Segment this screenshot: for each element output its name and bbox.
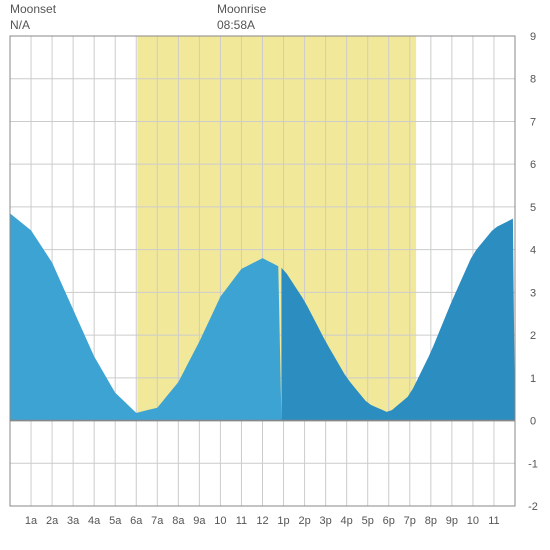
tide-chart: Moonset N/A Moonrise 08:58A -2-101234567… <box>0 0 550 550</box>
chart-svg: -2-101234567891a2a3a4a5a6a7a8a9a1011121p… <box>0 0 550 550</box>
y-tick-label: 8 <box>530 74 536 86</box>
y-tick-label: 6 <box>530 159 536 171</box>
x-tick-label: 2p <box>298 515 310 527</box>
x-tick-label: 9a <box>193 515 206 527</box>
x-tick-label: 9p <box>446 515 458 527</box>
y-tick-label: 3 <box>530 287 536 299</box>
x-tick-label: 3a <box>67 515 80 527</box>
x-tick-label: 2a <box>46 515 59 527</box>
moonrise-value: 08:58A <box>217 18 266 34</box>
x-tick-label: 4p <box>341 515 353 527</box>
y-tick-label: 0 <box>530 416 536 428</box>
y-tick-label: 1 <box>530 373 536 385</box>
x-tick-label: 7p <box>404 515 416 527</box>
moonset-label: Moonset <box>10 2 56 18</box>
x-tick-label: 1p <box>277 515 289 527</box>
y-tick-label: 9 <box>530 31 536 43</box>
x-tick-label: 10 <box>214 515 226 527</box>
y-tick-label: 4 <box>530 245 536 257</box>
y-tick-label: 5 <box>530 202 536 214</box>
y-tick-label: -2 <box>528 501 538 513</box>
x-tick-label: 5p <box>362 515 374 527</box>
x-tick-label: 11 <box>488 515 499 527</box>
x-tick-label: 12 <box>256 515 268 527</box>
x-tick-label: 5a <box>109 515 122 527</box>
x-tick-label: 3p <box>320 515 332 527</box>
y-tick-label: 7 <box>530 116 536 128</box>
x-tick-label: 1a <box>25 515 38 527</box>
x-tick-label: 8p <box>425 515 437 527</box>
x-tick-label: 10 <box>467 515 479 527</box>
x-tick-label: 6p <box>383 515 395 527</box>
x-tick-label: 11 <box>236 515 247 527</box>
x-tick-label: 4a <box>88 515 101 527</box>
x-tick-label: 8a <box>172 515 185 527</box>
moonset-value: N/A <box>10 18 56 34</box>
x-tick-label: 7a <box>151 515 164 527</box>
moonset-block: Moonset N/A <box>10 2 56 33</box>
y-tick-label: -1 <box>528 458 538 470</box>
moonrise-block: Moonrise 08:58A <box>217 2 266 33</box>
moonrise-label: Moonrise <box>217 2 266 18</box>
y-tick-label: 2 <box>530 330 536 342</box>
x-tick-label: 6a <box>130 515 143 527</box>
